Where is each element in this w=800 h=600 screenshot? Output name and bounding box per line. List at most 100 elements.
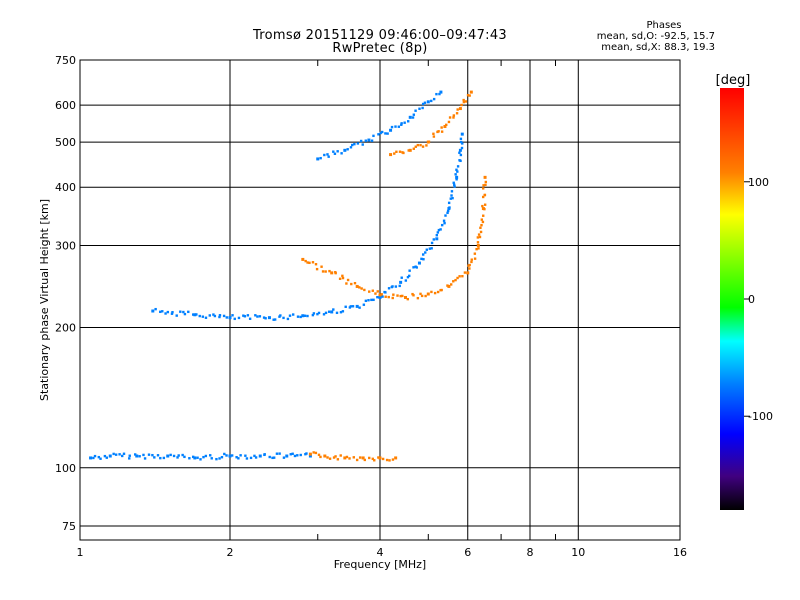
data-point (335, 311, 339, 315)
data-point (334, 271, 337, 275)
data-point (468, 267, 471, 270)
data-point (254, 456, 258, 459)
chart-title: Tromsø 20151129 09:46:00–09:47:43 (252, 28, 508, 43)
data-point (243, 315, 247, 318)
y-tick-label: 600 (55, 99, 76, 112)
data-point (349, 146, 353, 149)
data-point (304, 259, 307, 263)
data-point (364, 299, 368, 303)
data-point (447, 201, 451, 205)
data-point (406, 297, 409, 301)
data-point (196, 456, 199, 459)
data-point (377, 456, 380, 459)
data-point (463, 271, 467, 274)
data-point (166, 454, 170, 458)
data-point (395, 150, 398, 153)
data-point (377, 133, 380, 136)
data-point (122, 452, 126, 455)
data-point (400, 123, 403, 126)
data-point (231, 314, 234, 317)
data-point (461, 275, 464, 278)
data-point (172, 454, 176, 458)
data-point (482, 184, 485, 187)
data-point (183, 455, 186, 459)
data-point (319, 455, 322, 459)
data-point (392, 293, 395, 296)
data-point (312, 312, 316, 315)
data-point (421, 106, 424, 110)
data-point (425, 248, 428, 251)
data-point (175, 314, 178, 317)
data-point (296, 315, 300, 318)
data-point (188, 457, 191, 460)
data-point (209, 454, 212, 457)
data-point (468, 263, 471, 267)
data-point (128, 454, 131, 457)
data-point (428, 247, 432, 250)
data-point (159, 310, 162, 314)
data-point (263, 453, 266, 456)
data-point (371, 457, 374, 461)
data-point (460, 132, 464, 136)
data-point (476, 243, 480, 247)
data-point (228, 316, 232, 320)
data-point (324, 311, 328, 315)
data-point (412, 266, 415, 269)
data-point (204, 316, 208, 319)
data-point (435, 234, 439, 237)
data-point (242, 314, 245, 317)
data-point (483, 203, 487, 206)
data-point (424, 251, 427, 254)
x-axis-label: Frequency [MHz] (334, 558, 426, 571)
data-point (398, 284, 401, 288)
data-point (349, 305, 352, 308)
data-point (408, 115, 412, 119)
data-point (385, 458, 389, 462)
data-point (220, 455, 224, 459)
data-point (447, 284, 451, 288)
data-point (208, 314, 211, 317)
data-point (458, 107, 462, 111)
data-point (394, 285, 398, 288)
data-point (372, 298, 375, 302)
data-point (317, 453, 321, 457)
data-point (218, 457, 221, 460)
data-point (386, 132, 389, 135)
data-point (426, 100, 430, 104)
x-tick-label: 2 (227, 546, 234, 559)
data-point (433, 291, 437, 295)
data-point (450, 194, 453, 197)
data-point (391, 296, 394, 300)
data-point (435, 92, 438, 96)
data-point (193, 456, 197, 460)
data-point (418, 107, 421, 110)
data-point (436, 231, 440, 234)
data-point (371, 289, 374, 292)
data-point (374, 292, 377, 295)
data-point (278, 452, 281, 455)
data-point (484, 183, 487, 187)
data-point (361, 456, 365, 460)
colorbar-label: [deg] (716, 73, 751, 88)
data-point (407, 149, 410, 152)
data-point (373, 459, 376, 462)
data-point (212, 313, 215, 316)
data-point (478, 235, 482, 239)
data-point (223, 452, 226, 456)
data-point (483, 193, 486, 197)
data-point (464, 100, 468, 103)
colorbar (720, 88, 744, 510)
data-point (328, 269, 331, 273)
data-point (456, 276, 459, 280)
chart-subtitle: RwPretec (8p) (332, 41, 428, 56)
data-point (403, 121, 406, 124)
data-point (462, 100, 466, 104)
data-point (328, 457, 332, 460)
data-point (235, 456, 238, 459)
data-point (362, 303, 366, 306)
data-point (358, 286, 361, 289)
data-point (378, 456, 382, 460)
data-point (293, 454, 297, 458)
data-point (218, 315, 221, 319)
